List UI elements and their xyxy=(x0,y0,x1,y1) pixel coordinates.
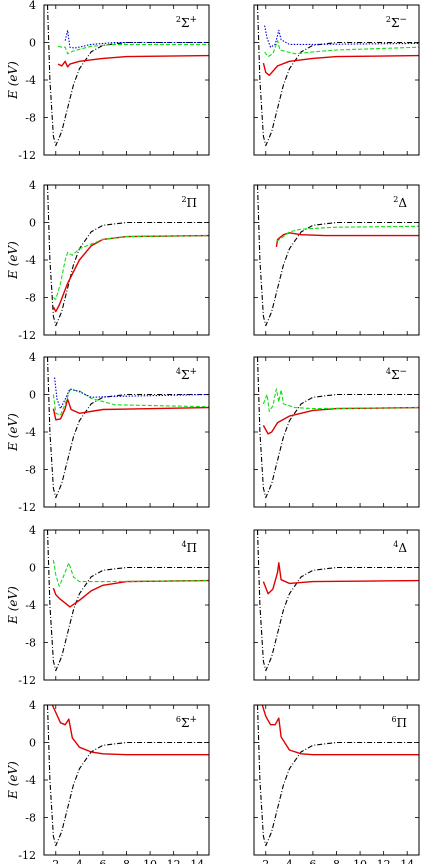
y-tick-label: -12 xyxy=(18,674,36,687)
y-tick-label: 4 xyxy=(29,0,36,12)
y-tick-label: 4 xyxy=(29,699,36,712)
series-line-red xyxy=(57,54,209,68)
x-tick-label: 2 xyxy=(52,858,59,864)
state-label: 2Σ+ xyxy=(176,15,197,30)
series-line-red xyxy=(262,54,419,76)
y-tick-label: -4 xyxy=(25,74,36,87)
x-tick-label: 12 xyxy=(377,858,391,864)
x-tick-label: 14 xyxy=(400,858,414,864)
y-tick-label: -8 xyxy=(25,637,36,650)
x-tick-label: 4 xyxy=(76,858,83,864)
panel-3: 2Δ xyxy=(253,184,420,336)
y-axis-label: E (eV) xyxy=(6,586,20,625)
series-line-red xyxy=(52,234,209,313)
x-tick-label: 8 xyxy=(123,858,130,864)
series-line-red xyxy=(51,705,209,756)
series-line-red xyxy=(52,579,209,608)
series-line-green xyxy=(52,559,209,587)
x-tick-label: 4 xyxy=(286,858,293,864)
y-tick-label: 0 xyxy=(29,562,36,575)
x-tick-label: 6 xyxy=(309,858,316,864)
panel-9: 2468101214R (a0)6Π xyxy=(253,704,420,864)
y-tick-label: -4 xyxy=(25,254,36,267)
panel-2: 4 0 -4 -8 -12 E (eV) 2Π xyxy=(6,179,210,342)
state-label: 2Σ− xyxy=(386,15,407,30)
y-tick-label: -8 xyxy=(25,812,36,825)
x-tick-label: 6 xyxy=(99,858,106,864)
series-line-green xyxy=(53,235,209,300)
axes-frame xyxy=(253,184,420,336)
y-tick-label: -4 xyxy=(25,599,36,612)
series-line-green xyxy=(264,40,419,58)
series-line-black xyxy=(46,5,209,147)
y-axis-label: E (eV) xyxy=(6,413,20,452)
series-line-red xyxy=(275,232,419,248)
series-line-black xyxy=(256,705,419,847)
series-line-red xyxy=(52,398,209,421)
state-label: 4Σ+ xyxy=(176,367,197,382)
state-label: 4Σ− xyxy=(386,367,407,382)
x-tick-label: 2 xyxy=(262,858,269,864)
series-line-red xyxy=(261,705,419,756)
x-tick-label: 10 xyxy=(143,858,157,864)
y-tick-label: -12 xyxy=(18,849,36,862)
panel-7: 4Δ xyxy=(253,529,420,681)
axes-frame xyxy=(253,704,420,856)
y-tick-label: 0 xyxy=(29,217,36,230)
series-line-green xyxy=(262,388,419,412)
y-tick-label: -12 xyxy=(18,501,36,514)
panel-1: 2Σ− xyxy=(253,4,420,156)
panel-4: 4 0 -4 -8 -12 E (eV) 4Σ+ xyxy=(6,351,210,514)
panel-5: 4Σ− xyxy=(253,356,420,508)
series-line-blue xyxy=(64,29,209,49)
series-line-black xyxy=(256,357,419,499)
y-tick-label: -8 xyxy=(25,112,36,125)
y-tick-label: -12 xyxy=(18,329,36,342)
y-tick-label: 0 xyxy=(29,389,36,402)
axes-frame xyxy=(43,184,210,336)
axes-frame xyxy=(43,529,210,681)
series-line-red xyxy=(262,562,419,595)
state-label: 6Σ+ xyxy=(176,715,197,730)
y-tick-label: -12 xyxy=(18,149,36,162)
series-line-blue xyxy=(264,25,419,48)
series-line-black xyxy=(46,705,209,847)
series-line-green xyxy=(57,43,209,55)
series-line-green xyxy=(276,225,419,242)
series-line-red xyxy=(262,406,419,435)
series-line-black xyxy=(256,5,419,147)
state-label: 2Δ xyxy=(393,195,407,210)
state-label: 2Π xyxy=(181,195,197,210)
y-tick-label: -8 xyxy=(25,464,36,477)
y-tick-label: -8 xyxy=(25,292,36,305)
series-line-black xyxy=(256,530,419,672)
y-tick-label: 0 xyxy=(29,37,36,50)
series-line-blue xyxy=(54,377,209,410)
panel-6: 4 0 -4 -8 -12 E (eV) 4Π xyxy=(6,524,210,687)
y-tick-label: 4 xyxy=(29,524,36,537)
x-tick-label: 12 xyxy=(167,858,181,864)
x-tick-label: 10 xyxy=(353,858,367,864)
y-tick-label: 0 xyxy=(29,737,36,750)
axes-frame xyxy=(253,529,420,681)
state-label: 6Π xyxy=(391,715,407,730)
panel-0: 4 0 -4 -8 -12 E (eV) 2Σ+ xyxy=(6,0,210,162)
panel-8: 40-4-8-12E (eV)2468101214R (a0)6Σ+ xyxy=(6,699,210,864)
series-line-black xyxy=(46,530,209,672)
y-axis-label: E (eV) xyxy=(6,241,20,280)
y-tick-label: 4 xyxy=(29,179,36,192)
y-tick-label: -4 xyxy=(25,774,36,787)
x-tick-label: 14 xyxy=(190,858,204,864)
x-tick-label: 8 xyxy=(333,858,340,864)
series-line-black xyxy=(256,185,419,327)
y-tick-label: 4 xyxy=(29,351,36,364)
state-label: 4Π xyxy=(181,540,197,555)
y-tick-label: -4 xyxy=(25,426,36,439)
state-label: 4Δ xyxy=(393,540,407,555)
y-axis-label: E (eV) xyxy=(6,761,20,800)
series-line-black xyxy=(46,357,209,499)
series-line-green xyxy=(52,389,209,416)
y-axis-label: E (eV) xyxy=(6,61,20,100)
